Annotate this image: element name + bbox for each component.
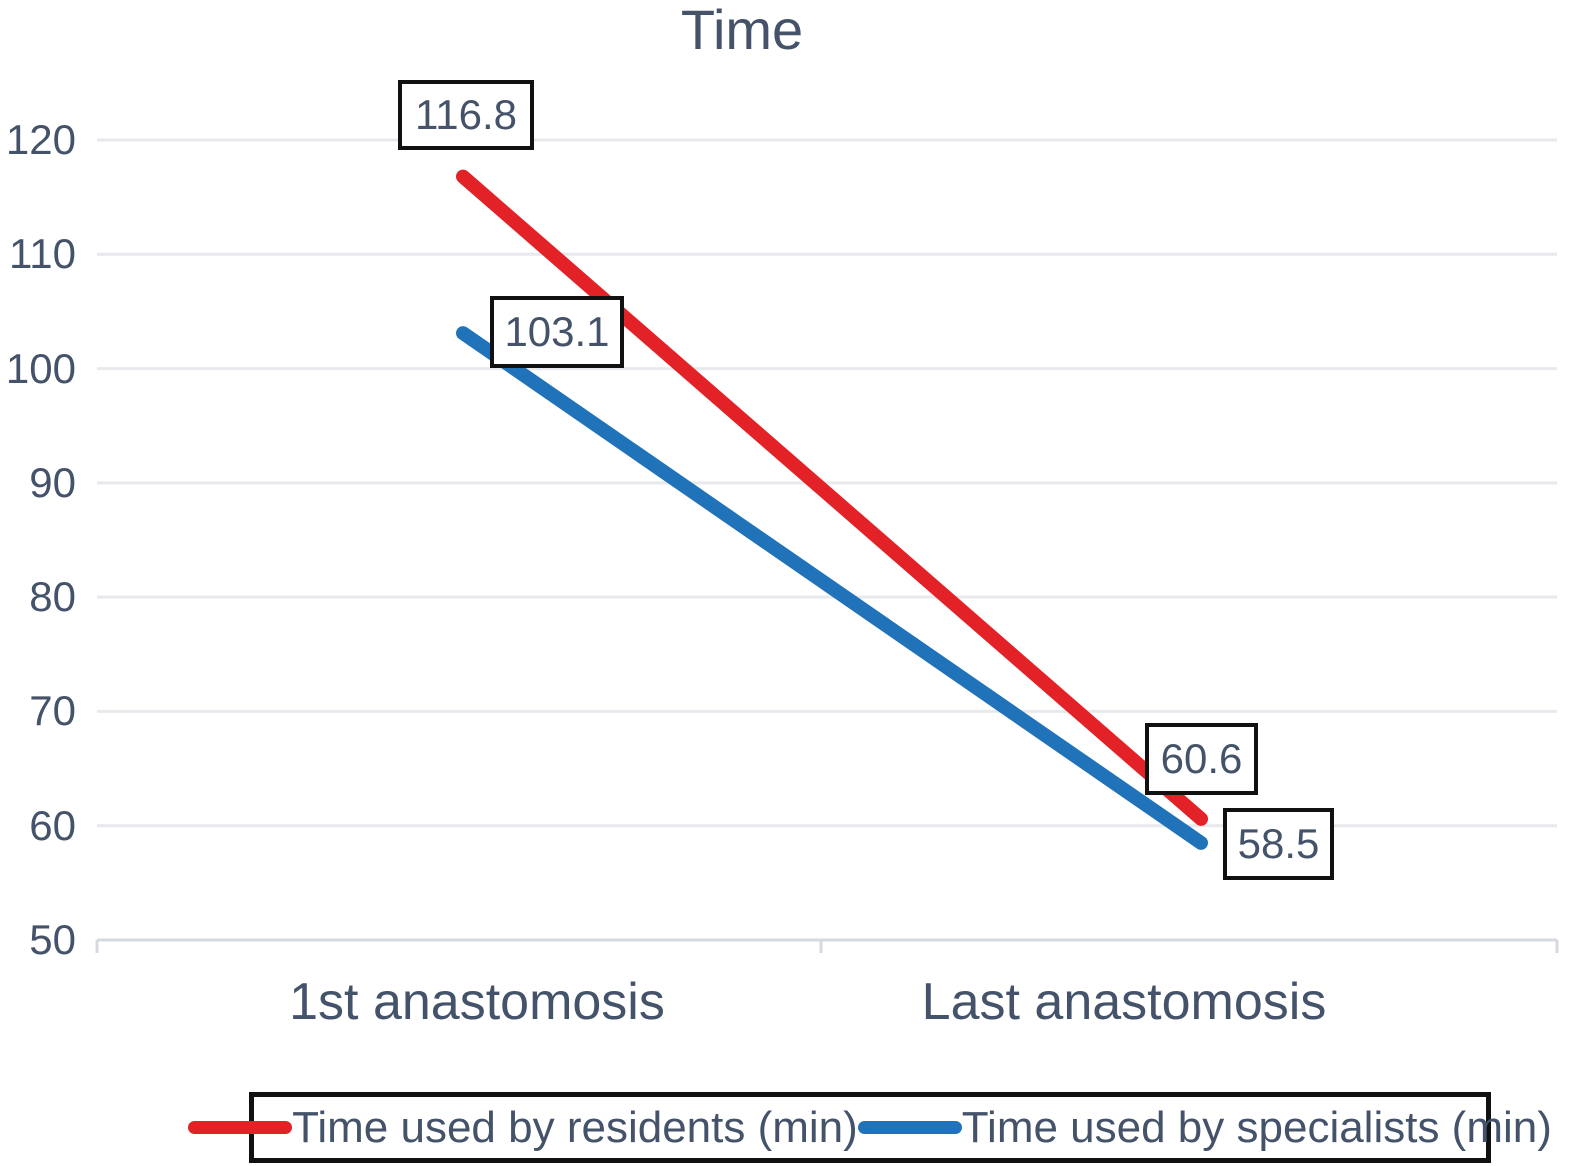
legend-label-residents: Time used by residents (min) — [292, 1102, 858, 1152]
y-tick-60: 60 — [29, 802, 76, 849]
x-category-first: 1st anastomosis — [289, 973, 665, 1031]
y-tick-90: 90 — [29, 459, 76, 506]
x-category-last: Last anastomosis — [921, 973, 1327, 1031]
y-tick-80: 80 — [29, 573, 76, 620]
data-label-specialists-first: 103.1 — [490, 296, 624, 368]
legend-item-residents: Time used by residents (min) — [188, 1103, 858, 1153]
specialists-line-swatch — [857, 1121, 962, 1134]
gridlines — [97, 138, 1557, 942]
y-tick-120: 120 — [5, 116, 76, 163]
x-axis-line — [95, 938, 1559, 953]
legend-label-specialists: Time used by specialists (min) — [961, 1102, 1552, 1152]
data-label-specialists-last: 58.5 — [1223, 808, 1334, 880]
y-tick-100: 100 — [5, 345, 76, 392]
residents-line — [456, 169, 1208, 826]
data-label-residents-first: 116.8 — [398, 80, 534, 150]
y-tick-50: 50 — [29, 916, 76, 963]
y-tick-70: 70 — [29, 687, 76, 734]
chart-title: Time — [680, 0, 804, 61]
y-tick-110: 110 — [9, 230, 76, 277]
residents-line-swatch — [188, 1121, 293, 1134]
legend-item-specialists: Time used by specialists (min) — [857, 1102, 1552, 1153]
data-label-residents-last: 60.6 — [1145, 723, 1258, 795]
chart-legend: Time used by residents (min) Time used b… — [188, 1092, 1552, 1163]
specialists-line — [456, 326, 1208, 850]
